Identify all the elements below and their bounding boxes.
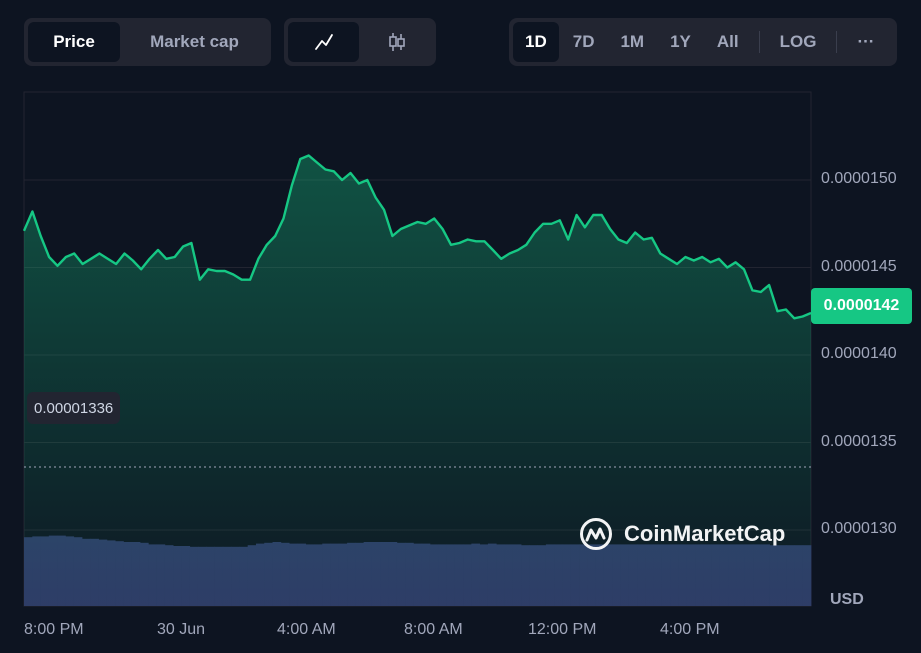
range-1y-tab[interactable]: 1Y bbox=[670, 32, 691, 51]
price-area bbox=[24, 155, 811, 606]
x-tick-label: 8:00 PM bbox=[24, 621, 84, 638]
y-tick-label: 0.0000135 bbox=[821, 432, 897, 450]
candlestick-icon bbox=[388, 33, 405, 51]
more-options-button[interactable]: ··· bbox=[857, 32, 875, 51]
price-line bbox=[22, 154, 812, 320]
y-tick-label: 0.0000145 bbox=[821, 257, 897, 275]
x-tick-label: 30 Jun bbox=[157, 621, 206, 638]
time-range-selector: 1D 7D 1M 1Y All LOG ··· bbox=[509, 18, 897, 66]
divider bbox=[758, 31, 760, 53]
x-tick-label: 12:00 PM bbox=[528, 621, 597, 638]
line-chart-button[interactable] bbox=[288, 22, 359, 62]
current-price-tag: 0.0000142 bbox=[811, 288, 912, 324]
log-scale-button[interactable]: LOG bbox=[779, 32, 817, 51]
chart-type-toggle: Price Market cap bbox=[24, 18, 271, 66]
coinmarketcap-logo-icon bbox=[580, 518, 612, 550]
divider bbox=[836, 31, 838, 53]
x-tick-label: 4:00 PM bbox=[660, 621, 720, 638]
currency-label: USD bbox=[830, 591, 864, 608]
x-tick-label: 4:00 AM bbox=[277, 621, 336, 638]
range-7d-tab[interactable]: 7D bbox=[572, 32, 595, 51]
chart-style-toggle bbox=[284, 18, 436, 66]
x-tick-label: 8:00 AM bbox=[404, 621, 463, 638]
coinmarketcap-watermark: CoinMarketCap bbox=[578, 516, 785, 552]
range-all-tab[interactable]: All bbox=[716, 32, 739, 51]
line-chart-icon bbox=[314, 34, 333, 50]
price-tab[interactable]: Price bbox=[28, 22, 120, 62]
range-1m-tab[interactable]: 1M bbox=[620, 32, 645, 51]
y-tick-label: 0.0000150 bbox=[821, 170, 897, 187]
low-price-tag: 0.00001336 bbox=[27, 392, 121, 424]
watermark-text: CoinMarketCap bbox=[624, 521, 786, 546]
y-tick-label: 0.0000140 bbox=[821, 345, 897, 362]
candlestick-button[interactable] bbox=[361, 22, 432, 62]
market-cap-tab[interactable]: Market cap bbox=[150, 32, 239, 51]
y-tick-label: 0.0000130 bbox=[821, 520, 897, 537]
range-1d-tab[interactable]: 1D bbox=[513, 22, 559, 62]
